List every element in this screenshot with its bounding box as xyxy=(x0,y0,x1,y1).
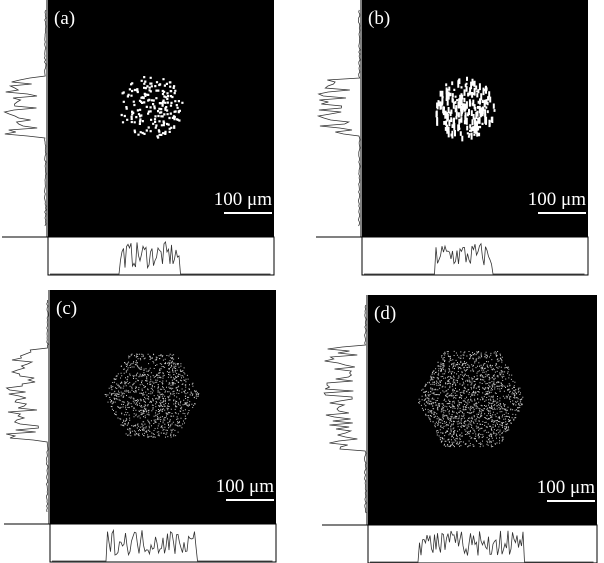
scale-bar-label: 100 μm xyxy=(537,477,595,498)
panel-label: (c) xyxy=(56,298,77,319)
profile-bottom xyxy=(364,244,585,274)
profile-bottom xyxy=(50,242,271,274)
scale-bar-label: 100 μm xyxy=(214,189,272,210)
panel-label: (b) xyxy=(368,8,390,29)
panel-label: (a) xyxy=(54,8,75,29)
figure: (a) 100 μm (b) 100 μm (c) 100 μm (d) 100 μm xyxy=(0,0,604,563)
profile-bottom xyxy=(370,531,594,562)
profile-frame xyxy=(362,237,588,275)
profile-left xyxy=(324,305,366,513)
profile-frame xyxy=(48,237,274,275)
profile-left xyxy=(5,10,46,226)
profile-bottom xyxy=(52,530,273,561)
scale-bar-label: 100 μm xyxy=(216,476,274,497)
profile-left xyxy=(318,10,360,226)
scale-bar-label: 100 μm xyxy=(528,189,586,210)
profile-left xyxy=(6,300,48,512)
profile-frame xyxy=(50,524,276,562)
panel-label: (d) xyxy=(374,303,396,324)
